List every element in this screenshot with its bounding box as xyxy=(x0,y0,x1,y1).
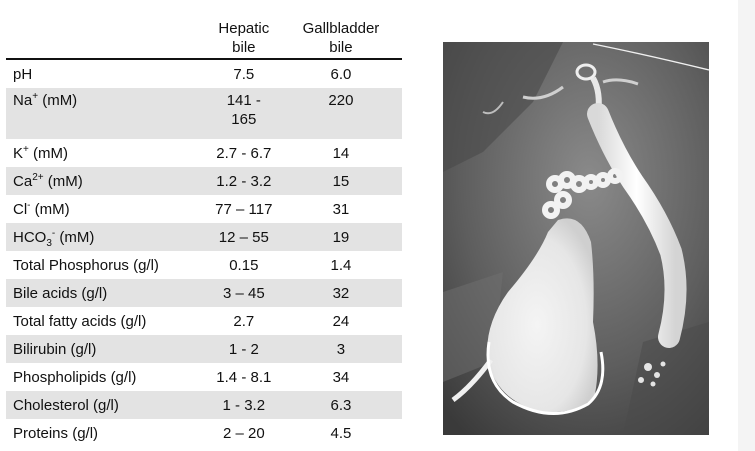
hepatic-value: 12 – 55 xyxy=(207,223,280,251)
table-row: Bilirubin (g/l) 1 - 2 3 xyxy=(6,335,402,363)
table-row: HCO3- (mM) 12 – 55 19 xyxy=(6,223,402,251)
row-label-bilirubin: Bilirubin (g/l) xyxy=(6,335,208,363)
gallbladder-value: 19 xyxy=(279,223,402,251)
row-label-sodium: Na+ (mM) xyxy=(6,88,208,139)
cholangiogram-xray-image xyxy=(443,42,709,435)
gallbladder-value: 14 xyxy=(332,144,350,162)
gallbladder-value: 1.4 xyxy=(330,256,352,274)
bile-composition-table: Hepatic bile Gallbladder bile pH 7.5 6.0… xyxy=(6,14,402,447)
gallbladder-value: 15 xyxy=(279,167,402,195)
hepatic-value: 1 - 3.2 xyxy=(207,391,280,419)
row-label-calcium: Ca2+ (mM) xyxy=(6,167,208,195)
hepatic-value: 1.4 - 8.1 xyxy=(216,368,272,386)
header-hepatic-bile: Hepatic bile xyxy=(207,14,280,60)
row-label-cholesterol: Cholesterol (g/l) xyxy=(6,391,208,419)
row-label-total-phosphorus: Total Phosphorus (g/l) xyxy=(13,256,159,274)
gallbladder-value: 32 xyxy=(279,279,402,307)
row-label-phospholipids: Phospholipids (g/l) xyxy=(13,368,137,386)
gallbladder-value: 6.0 xyxy=(330,65,352,83)
hepatic-value: 2 – 20 xyxy=(222,424,265,442)
row-label-total-fatty-acids: Total fatty acids (g/l) xyxy=(13,312,147,330)
row-label-potassium: K+ (mM) xyxy=(13,143,69,162)
table-row: K+ (mM) 2.7 - 6.7 14 xyxy=(6,139,402,167)
hepatic-value: 141 - 165 xyxy=(207,88,280,139)
hepatic-value: 1 - 2 xyxy=(207,335,280,363)
table-row: Cl- (mM) 77 – 117 31 xyxy=(6,195,402,223)
page-edge-strip xyxy=(738,0,755,451)
table-row: Bile acids (g/l) 3 – 45 32 xyxy=(6,279,402,307)
gallbladder-value: 4.5 xyxy=(330,424,352,442)
gallbladder-value: 6.3 xyxy=(279,391,402,419)
hepatic-value: 3 – 45 xyxy=(207,279,280,307)
table-header-row: Hepatic bile Gallbladder bile xyxy=(6,14,402,60)
header-parameter xyxy=(6,14,208,60)
table-row: Total fatty acids (g/l) 2.7 24 xyxy=(6,307,402,335)
row-label-bicarbonate: HCO3- (mM) xyxy=(6,223,208,251)
gallbladder-value: 3 xyxy=(279,335,402,363)
table-row: Total Phosphorus (g/l) 0.15 1.4 xyxy=(6,251,402,279)
gallbladder-value: 34 xyxy=(332,368,350,386)
hepatic-value: 2.7 - 6.7 xyxy=(216,144,272,162)
hepatic-value: 0.15 xyxy=(229,256,259,274)
row-label-ph: pH xyxy=(13,65,33,83)
row-label-bile-acids: Bile acids (g/l) xyxy=(6,279,208,307)
table-row: Cholesterol (g/l) 1 - 3.2 6.3 xyxy=(6,391,402,419)
hepatic-value: 7.5 xyxy=(233,65,255,83)
gallbladder-value: 220 xyxy=(279,88,402,139)
header-gallbladder-bile: Gallbladder bile xyxy=(279,14,402,60)
gallbladder-value: 24 xyxy=(332,312,350,330)
row-label-proteins: Proteins (g/l) xyxy=(13,424,99,442)
row-label-chloride: Cl- (mM) xyxy=(13,199,70,218)
table-row: Ca2+ (mM) 1.2 - 3.2 15 xyxy=(6,167,402,195)
table-row: Na+ (mM) 141 - 165 220 xyxy=(6,88,402,139)
table-row: Proteins (g/l) 2 – 20 4.5 xyxy=(6,419,402,447)
table-row: pH 7.5 6.0 xyxy=(6,59,402,88)
gallbladder-value: 31 xyxy=(332,200,350,218)
hepatic-value: 2.7 xyxy=(233,312,255,330)
hepatic-value: 77 – 117 xyxy=(215,200,273,218)
hepatic-value: 1.2 - 3.2 xyxy=(207,167,280,195)
table-row: Phospholipids (g/l) 1.4 - 8.1 34 xyxy=(6,363,402,391)
